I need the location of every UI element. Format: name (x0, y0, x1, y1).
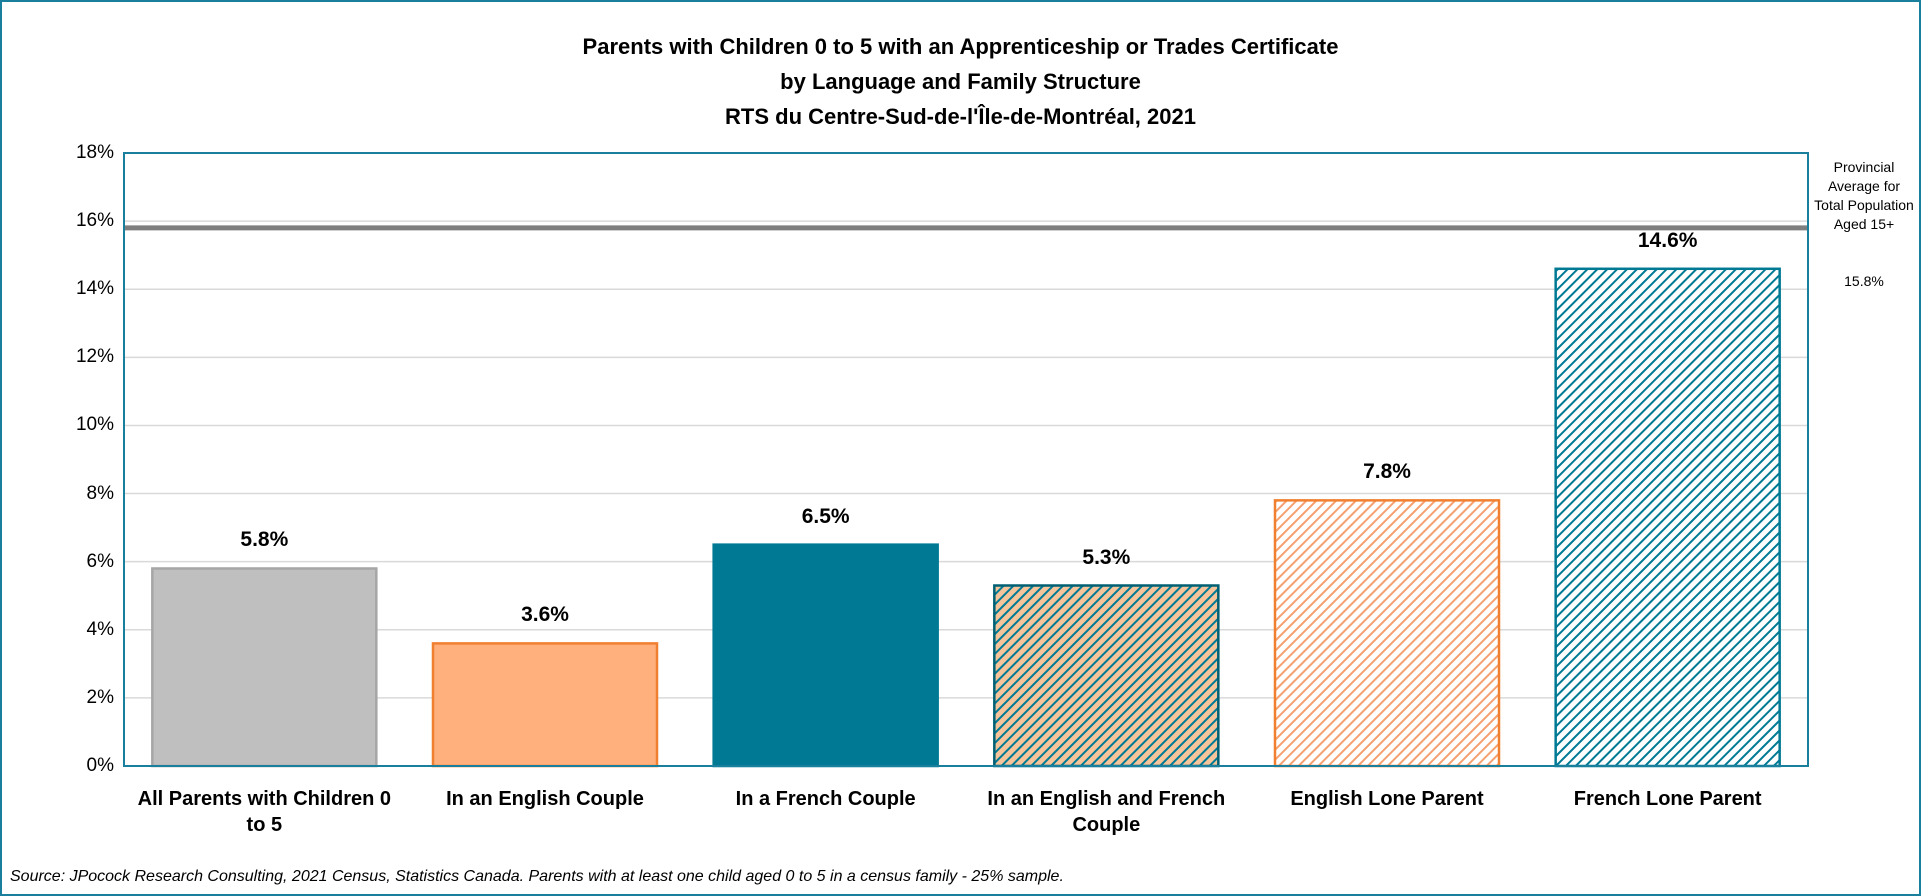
chart-title: Parents with Children 0 to 5 with an App… (582, 34, 1339, 59)
y-tick-label: 16% (75, 210, 114, 232)
plot-border (123, 152, 1809, 767)
bar (712, 543, 939, 768)
y-tick-label: 6% (86, 550, 114, 572)
x-tick-label: In an English Couple (446, 788, 644, 810)
reference-text: Provincial Average for Total Population … (1814, 159, 1914, 232)
value-label: 3.6% (521, 603, 569, 627)
value-label: 7.8% (1363, 460, 1411, 484)
y-tick-label: 4% (86, 618, 114, 640)
x-tick-label: French Lone Parent (1573, 788, 1762, 810)
chart-title: RTS du Centre-Sud-de-l'Île-de-Montréal, … (725, 104, 1196, 129)
value-label: 5.3% (1082, 545, 1131, 569)
x-tick-label: In an English and French Couple (987, 788, 1226, 836)
source-note: Source: JPocock Research Consulting, 202… (10, 868, 1064, 885)
y-tick-label: 8% (86, 482, 114, 504)
bar (993, 584, 1220, 768)
y-tick-label: 2% (86, 686, 114, 708)
value-label: 6.5% (801, 504, 850, 528)
bar (1554, 267, 1781, 768)
x-tick-label: In a French Couple (735, 788, 916, 810)
y-tick-label: 10% (75, 414, 114, 436)
value-label: 14.6% (1637, 228, 1698, 252)
chart-title: by Language and Family Structure (780, 69, 1141, 94)
y-tick-label: 14% (75, 278, 114, 300)
x-tick-label: All Parents with Children 0 to 5 (137, 788, 392, 836)
value-label: 5.8% (240, 528, 289, 552)
bar (431, 642, 659, 768)
x-tick-label: English Lone Parent (1290, 788, 1484, 810)
reference-label: 15.8% (1844, 273, 1884, 289)
bar (1273, 499, 1501, 768)
y-tick-label: 0% (86, 755, 114, 776)
bar (151, 567, 378, 768)
y-tick-label: 12% (75, 346, 114, 368)
y-tick-label: 18% (75, 142, 114, 163)
